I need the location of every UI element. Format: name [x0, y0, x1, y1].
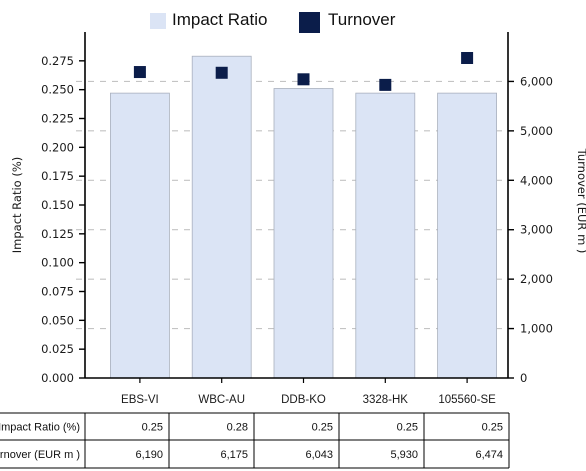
table-cell: 0.25 [142, 422, 163, 434]
right-tick-label: 2,000 [520, 272, 553, 286]
category-label: 3328-HK [363, 394, 409, 406]
bar-DDB-KO [273, 88, 334, 379]
axes: 0.000 0.025 0.050 0.075 0.100 0.125 0.150 0.175… [10, 32, 586, 406]
right-tick-label: 6,000 [520, 74, 553, 88]
turnover-marker-WBC-AU [215, 66, 228, 79]
category-label: EBS-VI [121, 394, 159, 406]
table-cell: 6,175 [220, 449, 248, 461]
left-tick-label: 0.225 [41, 112, 74, 126]
table-cell: 0.25 [312, 422, 333, 434]
left-tick-label: 0.275 [41, 54, 74, 68]
right-tick-label: 0 [520, 371, 527, 385]
data-table: Impact Ratio (%) Turnover (EUR m ) 0.25 0.2… [0, 412, 510, 469]
legend: Impact Ratio Turnover [150, 10, 396, 33]
legend-swatch-impact-ratio [150, 13, 166, 29]
left-tick-label: 0.075 [41, 285, 74, 299]
right-axis-title: Turnover (EUR m ) [575, 148, 586, 254]
table-cell: 6,474 [475, 449, 503, 461]
left-tick-label: 0.150 [41, 198, 74, 212]
left-tick-label: 0.175 [41, 169, 74, 183]
turnover-marker-EBS-VI [133, 66, 146, 79]
bars [110, 55, 498, 379]
table-cell: 6,043 [305, 449, 333, 461]
left-tick-label: 0.200 [41, 140, 74, 154]
table-cell: 0.25 [397, 422, 418, 434]
left-tick-label: 0.000 [41, 371, 74, 385]
category-label: WBC-AU [198, 394, 245, 406]
table-row-label: Turnover (EUR m ) [0, 449, 80, 461]
bar-EBS-VI [110, 92, 170, 379]
legend-label-impact-ratio: Impact Ratio [172, 10, 267, 29]
turnover-marker-DDB-KO [297, 73, 310, 86]
left-axis-title: Impact Ratio (%) [10, 157, 24, 254]
category-label: 105560-SE [438, 394, 496, 406]
turnover-markers [133, 51, 474, 91]
table-row-label: Impact Ratio (%) [0, 422, 80, 434]
left-tick-label: 0.100 [41, 256, 74, 270]
left-tick-label: 0.025 [41, 342, 74, 356]
category-label: DDB-KO [281, 394, 326, 406]
table-cell: 0.28 [227, 422, 248, 434]
turnover-marker-3328-HK [379, 78, 392, 91]
legend-swatch-turnover [299, 12, 320, 33]
left-tick-label: 0.125 [41, 227, 74, 241]
table-cell: 0.25 [482, 422, 503, 434]
right-tick-label: 3,000 [520, 223, 553, 237]
table-cell: 5,930 [390, 449, 418, 461]
table-cell: 6,190 [135, 449, 163, 461]
legend-label-turnover: Turnover [328, 10, 396, 29]
left-tick-label: 0.250 [41, 83, 74, 97]
bar-3328-HK [355, 92, 416, 379]
bar-105560-SE [437, 92, 498, 379]
right-tick-label: 1,000 [520, 322, 553, 336]
bar-WBC-AU [191, 55, 252, 379]
turnover-marker-105560-SE [461, 51, 474, 64]
left-tick-label: 0.050 [41, 313, 74, 327]
right-tick-label: 4,000 [520, 173, 553, 187]
right-tick-label: 5,000 [520, 124, 553, 138]
